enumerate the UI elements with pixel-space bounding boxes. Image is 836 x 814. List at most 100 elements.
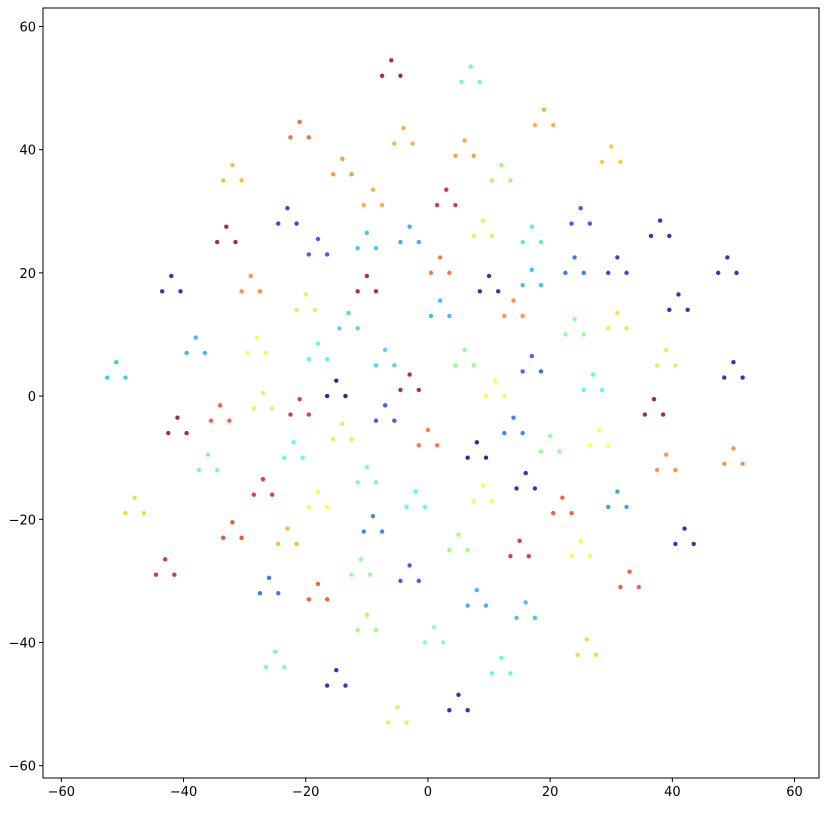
point	[239, 535, 244, 540]
point	[398, 239, 403, 245]
x-tick-label: 40	[664, 785, 681, 800]
point	[673, 467, 678, 473]
point	[343, 393, 348, 399]
point	[514, 486, 519, 491]
point	[551, 510, 556, 516]
point	[282, 455, 287, 460]
point	[416, 387, 421, 393]
point	[364, 273, 370, 279]
point	[324, 252, 330, 257]
point	[163, 557, 168, 562]
point	[654, 363, 660, 368]
point	[331, 172, 336, 177]
point	[407, 563, 412, 568]
point	[373, 418, 379, 423]
point	[373, 480, 379, 485]
point	[349, 437, 354, 442]
point	[315, 236, 321, 242]
point	[731, 360, 736, 365]
point	[224, 224, 229, 229]
point	[285, 206, 290, 211]
point	[572, 255, 577, 260]
point	[175, 415, 180, 420]
point	[499, 655, 504, 661]
point	[618, 159, 623, 165]
point	[462, 347, 467, 353]
point	[285, 526, 290, 531]
point	[214, 467, 220, 473]
x-tick-label: −40	[170, 785, 197, 800]
point	[676, 292, 681, 297]
point	[715, 270, 721, 276]
point	[239, 178, 244, 183]
point	[471, 233, 476, 239]
point	[392, 363, 397, 368]
point	[740, 375, 745, 380]
point	[373, 246, 379, 251]
point	[581, 387, 586, 393]
point	[379, 202, 385, 208]
point	[529, 353, 535, 359]
point	[489, 233, 495, 239]
point	[486, 273, 492, 279]
point	[306, 412, 311, 417]
point	[563, 332, 568, 337]
point	[324, 393, 330, 399]
point	[447, 547, 452, 553]
point	[462, 138, 467, 143]
point	[178, 289, 183, 294]
point	[664, 452, 669, 457]
point	[496, 289, 501, 294]
point	[303, 292, 308, 297]
point	[511, 298, 516, 303]
point	[153, 572, 159, 577]
x-tick-label: 0	[424, 785, 432, 800]
point	[685, 307, 690, 313]
point	[569, 554, 574, 559]
point	[379, 73, 385, 78]
point	[596, 427, 602, 433]
point	[538, 369, 544, 374]
point	[227, 418, 232, 423]
point	[272, 649, 278, 654]
point	[581, 270, 586, 276]
point	[382, 403, 388, 408]
point	[673, 363, 678, 368]
point	[141, 510, 147, 516]
point	[673, 541, 678, 547]
point	[340, 156, 345, 162]
point	[239, 289, 244, 294]
point	[722, 461, 727, 467]
point	[615, 255, 620, 260]
y-tick-label: 40	[19, 144, 36, 159]
point	[526, 554, 531, 559]
point	[202, 350, 208, 356]
point	[373, 627, 379, 633]
point	[386, 720, 391, 725]
point	[474, 440, 480, 445]
point	[282, 664, 287, 670]
point	[373, 289, 379, 294]
point	[230, 520, 235, 525]
point	[502, 430, 507, 436]
point	[667, 233, 672, 239]
point	[257, 289, 263, 294]
point	[230, 162, 235, 168]
point	[291, 440, 296, 445]
point	[251, 492, 257, 497]
point	[642, 412, 648, 417]
point	[584, 637, 590, 642]
point	[208, 418, 214, 423]
y-tick-label: −60	[9, 760, 36, 775]
point	[315, 341, 321, 346]
point	[300, 455, 305, 460]
point	[398, 73, 403, 78]
point	[593, 652, 599, 657]
x-tick-label: 20	[542, 785, 559, 800]
point	[407, 372, 412, 377]
point	[306, 504, 311, 510]
point	[104, 375, 110, 380]
point	[324, 356, 330, 362]
point	[731, 446, 736, 451]
